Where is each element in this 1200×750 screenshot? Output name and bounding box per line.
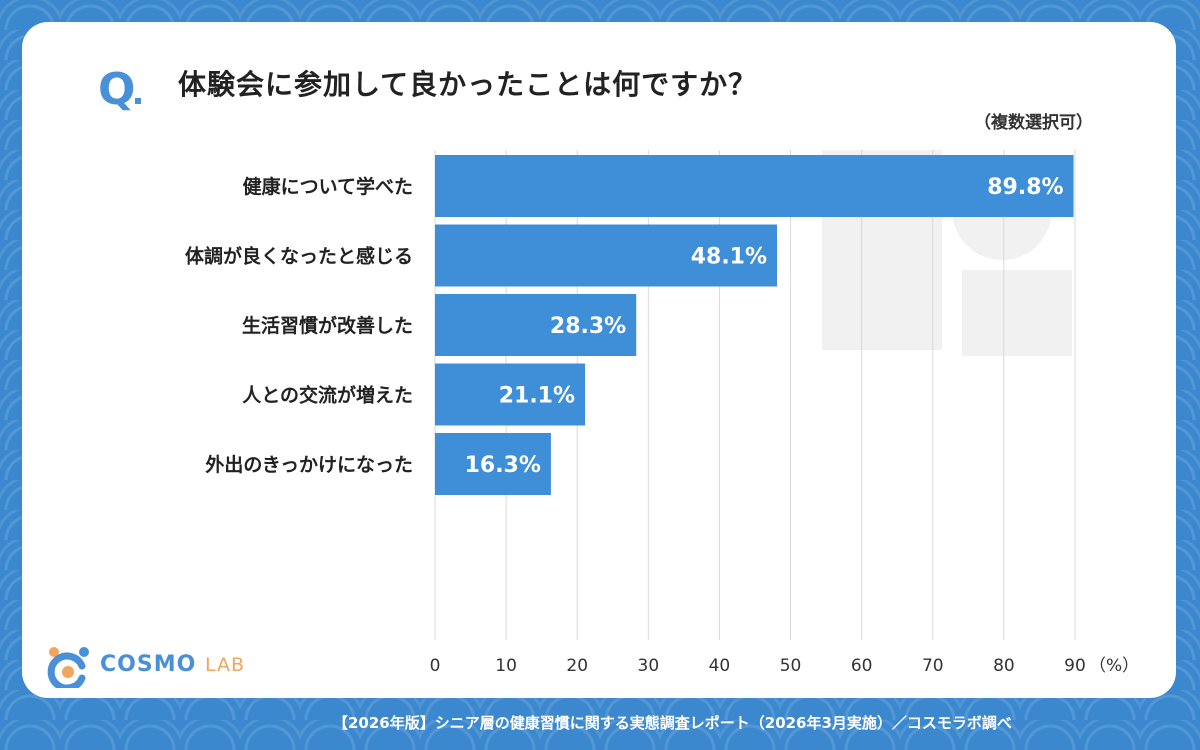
x-tick-label: 40 xyxy=(709,656,731,676)
x-tick-label: 20 xyxy=(566,656,588,676)
x-tick-label: 0 xyxy=(430,656,441,676)
chart-card xyxy=(22,22,1176,698)
bar xyxy=(435,294,637,356)
category-label: 生活習慣が改善した xyxy=(242,314,413,337)
x-tick-label: 80 xyxy=(993,656,1015,676)
x-tick-label: 60 xyxy=(851,656,873,676)
x-tick-label: 50 xyxy=(780,656,802,676)
bar xyxy=(435,155,1074,217)
value-label: 16.3% xyxy=(465,453,541,478)
multiple-choice-note: （複数選択可） xyxy=(974,113,1093,133)
x-axis-unit: （%） xyxy=(1089,656,1139,676)
bar xyxy=(435,363,586,426)
logo-main-text: COSMO xyxy=(100,652,197,677)
x-tick-label: 10 xyxy=(495,656,517,676)
value-label: 48.1% xyxy=(691,245,767,270)
value-label: 28.3% xyxy=(550,314,626,339)
cosmo-lab-logo: COSMO LAB xyxy=(46,644,246,692)
x-tick-label: 70 xyxy=(922,656,944,676)
logo-sub-text: LAB xyxy=(204,654,246,676)
x-tick-label: 90 xyxy=(1064,656,1086,676)
category-label: 体調が良くなったと感じる xyxy=(185,245,413,268)
logo-icon xyxy=(47,647,89,692)
x-tick-label: 30 xyxy=(638,656,660,676)
category-label: 健康について学べた xyxy=(243,175,413,198)
value-label: 89.8% xyxy=(987,175,1063,200)
question-title: 体験会に参加して良かったことは何ですか？ xyxy=(178,68,758,101)
bar xyxy=(435,433,551,495)
question-mark: Q xyxy=(98,64,142,115)
value-label: 21.1% xyxy=(499,384,575,409)
bar xyxy=(435,224,778,287)
source-footer: 【2026年版】シニア層の健康習慣に関する実態調査レポート（2026年3月実施）… xyxy=(333,714,1012,732)
category-label: 外出のきっかけになった xyxy=(205,453,413,476)
category-label: 人との交流が増えた xyxy=(242,384,413,407)
